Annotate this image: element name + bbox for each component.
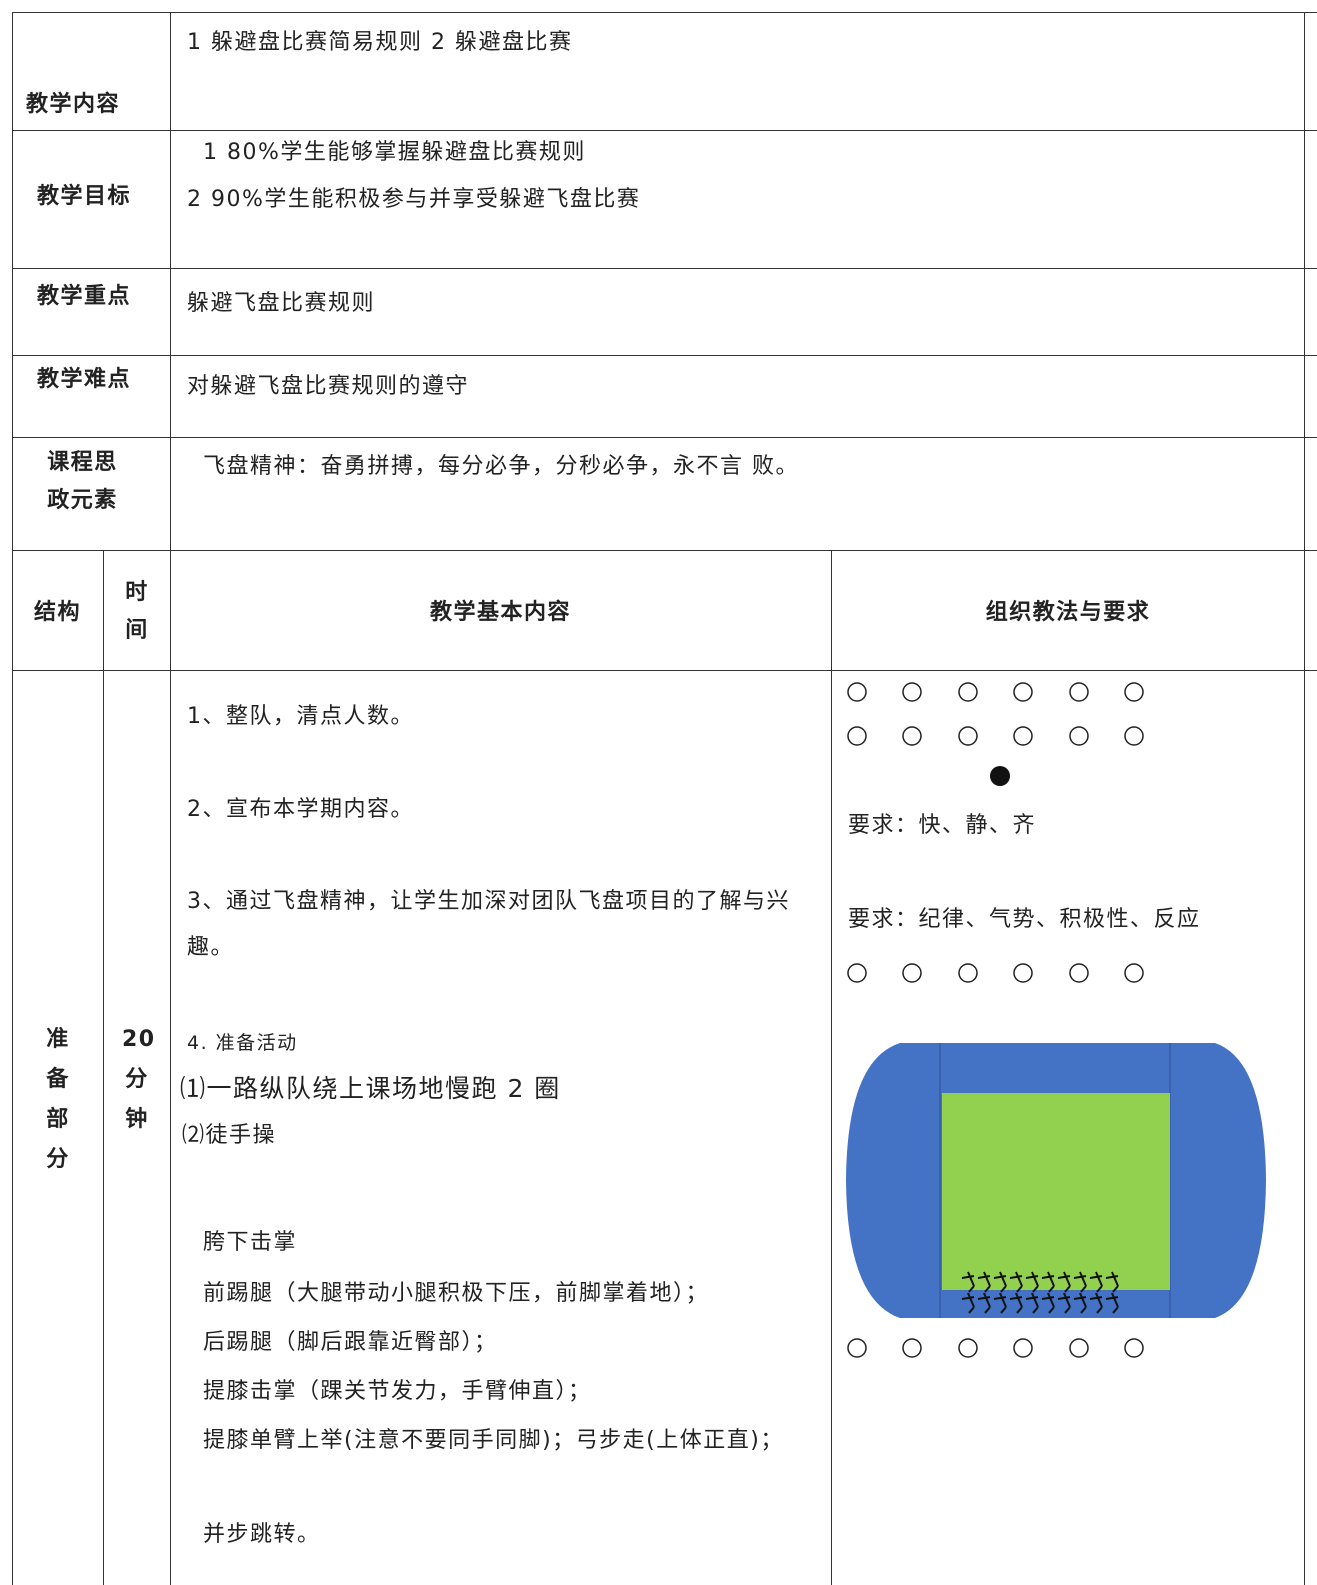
rule <box>12 130 1317 131</box>
row-label: 教学内容 <box>26 92 121 117</box>
content-line: 提膝单臂上举(注意不要同手同脚)；弓步走(上体正直)； <box>203 1428 784 1453</box>
rule <box>12 670 1317 671</box>
rule <box>103 550 104 1585</box>
time-cell: 20分钟 <box>122 1027 156 1132</box>
content-line: 1、整队，清点人数。 <box>187 704 414 729</box>
teacher-dot <box>990 766 1010 786</box>
rule <box>12 355 1317 356</box>
header-cell: 组织教法与要求 <box>985 600 1151 625</box>
structure-cell: 准备部分 <box>46 1027 70 1172</box>
content-line: 胯下击掌 <box>203 1230 298 1255</box>
header-cell: 结构 <box>33 600 81 625</box>
rule <box>170 12 171 1585</box>
content-line: ⑵徒手操 <box>182 1123 277 1148</box>
rule <box>831 550 832 1585</box>
requirement: 要求：快、静、齐 <box>848 813 1037 838</box>
row-content: 2 90%学生能积极参与并享受躲避飞盘比赛 <box>187 187 641 212</box>
content-line: 4. 准备活动 <box>187 1032 298 1054</box>
rule <box>12 550 1317 551</box>
row-content: 1 躲避盘比赛简易规则 2 躲避盘比赛 <box>187 30 573 55</box>
header-cell: 时间 <box>125 580 149 643</box>
content-line: 后踢腿（脚后跟靠近臀部）； <box>203 1330 498 1355</box>
row-content: 躲避飞盘比赛规则 <box>187 291 376 316</box>
header-cell: 教学基本内容 <box>429 600 571 625</box>
row-label: 课程思政元素 <box>47 450 118 513</box>
requirement: 要求：纪律、气势、积极性、反应 <box>848 907 1201 932</box>
row-content: 1 80%学生能够掌握躲避盘比赛规则 <box>203 140 586 165</box>
content-line: 2、宣布本学期内容。 <box>187 797 414 822</box>
row-label: 教学重点 <box>37 284 132 309</box>
field <box>942 1093 1170 1290</box>
content-line: 3、通过飞盘精神，让学生加深对团队飞盘项目的了解与兴趣。 <box>187 889 790 960</box>
rule <box>1304 12 1305 1585</box>
row-content: 飞盘精神：奋勇拼搏，每分必争，分秒必争，永不言 败。 <box>203 454 799 479</box>
row-label: 教学难点 <box>37 367 132 392</box>
row-label: 教学目标 <box>37 184 132 209</box>
content-line: 提膝击掌（踝关节发力，手臂伸直）； <box>203 1379 592 1404</box>
rule <box>12 12 1317 13</box>
rule <box>12 12 13 1585</box>
student-circles <box>847 682 1144 1358</box>
runners <box>961 1271 1119 1314</box>
row-content: 对躲避飞盘比赛规则的遵守 <box>187 374 470 399</box>
content-line: 前踢腿（大腿带动小腿积极下压，前脚掌着地）； <box>203 1281 710 1306</box>
content-line: ⑴一路纵队绕上课场地慢跑 2 圈 <box>180 1074 561 1103</box>
rule <box>12 437 1317 438</box>
rule <box>12 268 1317 269</box>
content-line: 并步跳转。 <box>203 1522 321 1547</box>
